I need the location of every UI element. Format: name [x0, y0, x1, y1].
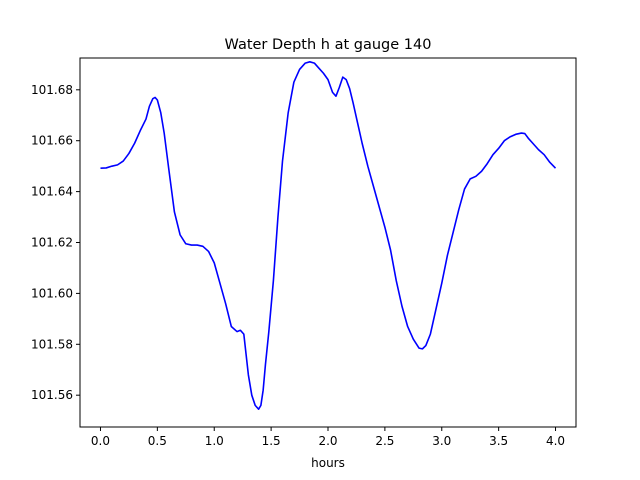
x-tick-label: 1.0	[205, 434, 224, 448]
y-tick-label: 101.66	[31, 134, 73, 148]
x-tick-label: 4.0	[546, 434, 565, 448]
y-tick-label: 101.62	[31, 236, 73, 250]
y-tick-label: 101.64	[31, 185, 73, 199]
x-tick-label: 0.5	[148, 434, 167, 448]
x-axis: 0.0 0.5 1.0 1.5 2.0 2.5 3.0 3.5 4.0	[91, 427, 565, 448]
x-tick-label: 0.0	[91, 434, 110, 448]
x-tick-label: 1.5	[262, 434, 281, 448]
y-tick-label: 101.60	[31, 286, 73, 300]
y-tick-label: 101.56	[31, 388, 73, 402]
x-tick-label: 3.5	[489, 434, 508, 448]
series-line-0	[100, 61, 557, 410]
y-axis: 101.56 101.58 101.60 101.62 101.64 101.66 101.…	[31, 83, 80, 402]
x-tick-label: 3.0	[432, 434, 451, 448]
y-tick-label: 101.58	[31, 337, 73, 351]
y-tick-label: 101.68	[31, 83, 73, 97]
plot-area	[100, 61, 557, 410]
chart-title: Water Depth h at gauge 140	[225, 37, 432, 53]
x-tick-label: 2.0	[318, 434, 337, 448]
plot-frame	[79, 57, 577, 428]
x-tick-label: 2.5	[375, 434, 394, 448]
x-axis-label: hours	[311, 456, 345, 470]
